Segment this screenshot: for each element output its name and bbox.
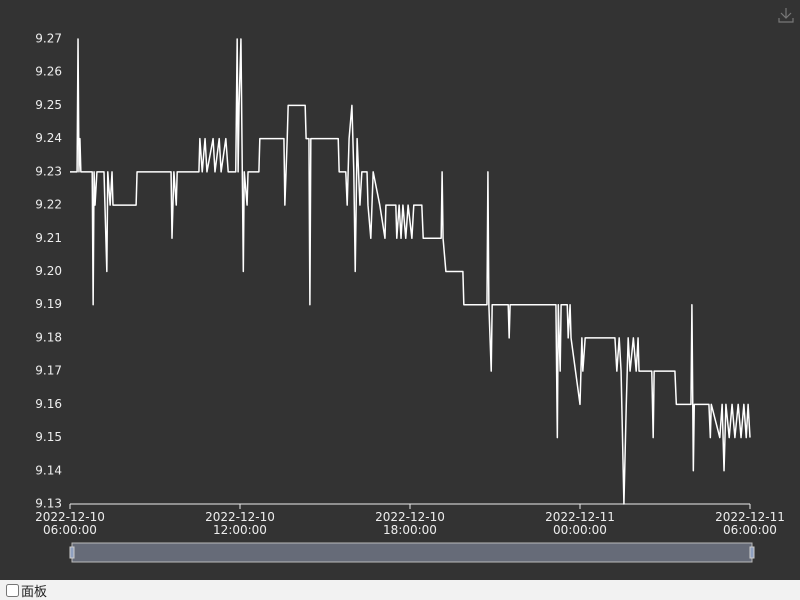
y-tick-label: 9.18 — [35, 330, 62, 344]
x-tick-label-line: 06:00:00 — [43, 523, 97, 537]
x-tick-label: 2022-12-10 12:00:00 — [205, 510, 275, 537]
y-tick-label: 9.17 — [35, 364, 62, 378]
y-tick-label: 9.14 — [35, 463, 62, 477]
x-tick-label-line: 06:00:00 — [723, 523, 777, 537]
panel-strip: 面板 — [0, 580, 800, 600]
x-tick-label-line: 2022-12-11 — [715, 510, 785, 524]
zoom-range[interactable] — [71, 542, 753, 563]
chart: 9.13 9.14 9.15 9.16 9.17 9.18 9.19 9.20 9.21 9.22… — [0, 0, 800, 580]
x-tick-label: 2022-12-11 00:00:00 — [545, 510, 615, 537]
y-tick-label: 9.23 — [35, 164, 62, 178]
y-tick-label: 9.24 — [35, 131, 62, 145]
zoom-handle[interactable] — [749, 546, 755, 559]
x-tick-label-line: 2022-12-10 — [35, 510, 105, 524]
y-tick-label: 9.20 — [35, 264, 62, 278]
price-line — [70, 38, 751, 505]
x-tick-label-line: 12:00:00 — [213, 523, 267, 537]
y-tick-label: 9.15 — [35, 430, 62, 444]
zoom-handle[interactable] — [69, 546, 75, 559]
y-tick-label: 9.13 — [35, 497, 62, 511]
x-tick-label-line: 2022-12-10 — [205, 510, 275, 524]
y-tick-label: 9.22 — [35, 198, 62, 212]
x-tick-label-line: 18:00:00 — [383, 523, 437, 537]
y-tick-label: 9.27 — [35, 32, 62, 46]
x-tick-label-line: 2022-12-11 — [545, 510, 615, 524]
panel-label[interactable]: 面板 — [21, 584, 48, 600]
x-tick-label: 2022-12-11 06:00:00 — [715, 510, 785, 537]
y-tick-label: 9.19 — [35, 297, 62, 311]
x-tick-label-line: 00:00:00 — [553, 523, 607, 537]
download-icon[interactable] — [778, 8, 794, 23]
data-zoom[interactable] — [69, 542, 755, 563]
x-tick-label: 2022-12-10 06:00:00 — [35, 510, 105, 537]
x-tick-label: 2022-12-10 18:00:00 — [375, 510, 445, 537]
y-tick-label: 9.25 — [35, 98, 62, 112]
y-tick-label: 9.21 — [35, 231, 62, 245]
y-tick-label: 9.16 — [35, 397, 62, 411]
x-tick-label-line: 2022-12-10 — [375, 510, 445, 524]
panel-checkbox[interactable] — [6, 583, 19, 597]
y-tick-label: 9.26 — [35, 65, 62, 79]
